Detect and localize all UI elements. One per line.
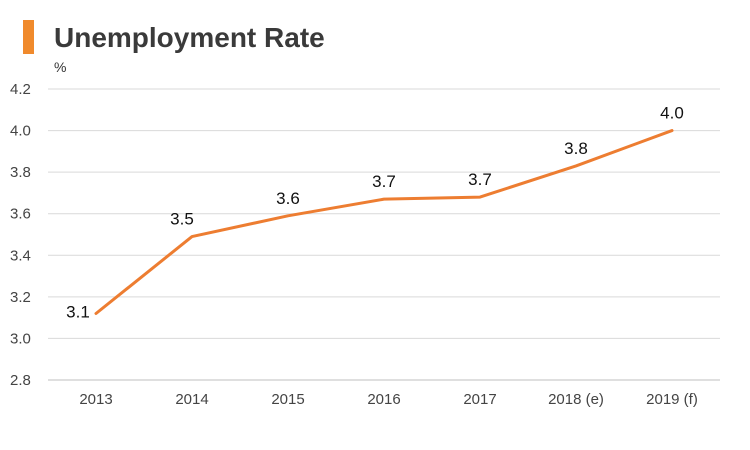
x-tick-label: 2018 (e)	[548, 391, 604, 408]
title-accent-bar	[23, 20, 34, 54]
data-label: 3.5	[170, 210, 194, 229]
y-tick-label: 3.2	[10, 289, 31, 306]
y-tick-label: 2.8	[10, 372, 31, 389]
x-tick-label: 2019 (f)	[646, 391, 698, 408]
x-tick-label: 2015	[271, 391, 304, 408]
y-unit-label: %	[54, 59, 66, 75]
data-label: 3.6	[276, 189, 300, 208]
data-labels: 3.1 3.5 3.6 3.7 3.7 3.8 4.0	[66, 104, 684, 322]
data-label: 3.8	[564, 139, 588, 158]
series-line	[94, 129, 674, 315]
y-tick-label: 3.0	[10, 330, 31, 347]
x-tick-label: 2016	[367, 391, 400, 408]
chart-title: Unemployment Rate	[54, 22, 325, 53]
y-tick-label: 4.0	[10, 123, 31, 140]
x-axis-ticks: 2013 2014 2015 2016 2017 2018 (e) 2019 (f)	[79, 391, 698, 408]
y-tick-label: 4.2	[10, 81, 31, 98]
data-label: 4.0	[660, 104, 684, 123]
x-tick-label: 2013	[79, 391, 112, 408]
data-label: 3.1	[66, 302, 90, 321]
y-tick-label: 3.8	[10, 164, 31, 181]
data-label: 3.7	[468, 170, 492, 189]
gridlines	[48, 88, 720, 381]
x-tick-label: 2014	[175, 391, 208, 408]
y-axis-ticks: 2.8 3.0 3.2 3.4 3.6 3.8 4.0 4.2	[10, 81, 31, 389]
series-group	[94, 129, 674, 315]
y-tick-label: 3.4	[10, 247, 31, 264]
y-tick-label: 3.6	[10, 206, 31, 223]
data-label: 3.7	[372, 172, 396, 191]
x-tick-label: 2017	[463, 391, 496, 408]
